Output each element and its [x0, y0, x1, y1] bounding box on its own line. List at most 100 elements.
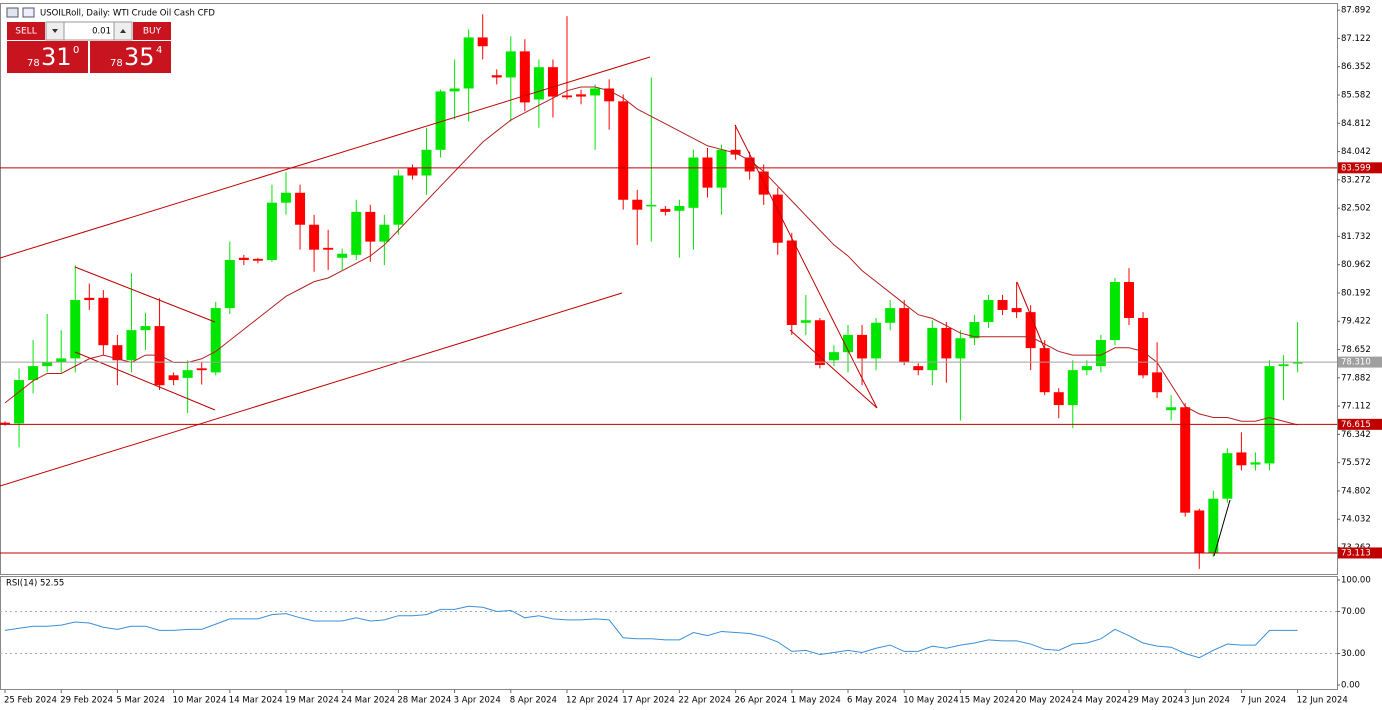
candle-body [56, 358, 67, 363]
trend-up [1213, 499, 1231, 557]
candle-body [927, 327, 938, 371]
x-tick-label: 28 Mar 2024 [397, 696, 451, 706]
candle-body [491, 75, 502, 78]
candle-body [590, 88, 601, 96]
candle-body [716, 149, 727, 188]
ask-box[interactable] [90, 41, 171, 73]
y-tick-label: 77.112 [1341, 402, 1371, 412]
candle-body [393, 175, 404, 225]
candle-body [309, 224, 320, 250]
candle-body [182, 370, 193, 378]
candle-body [379, 224, 390, 242]
rsi-title: RSI(14) 52.55 [6, 579, 64, 589]
y-tick-label: 84.042 [1341, 147, 1371, 157]
candle-body [1278, 364, 1289, 367]
y-tick-label: 100.00 [1341, 576, 1371, 586]
candle-body [505, 51, 516, 78]
bid-box[interactable] [7, 41, 88, 73]
candle-body [997, 300, 1008, 310]
y-tick-label: 85.582 [1341, 91, 1371, 101]
arrow-down [52, 29, 58, 33]
candle-body [1053, 392, 1064, 406]
candle-body [519, 51, 530, 103]
candle-body [14, 380, 25, 424]
trend-down [734, 124, 878, 409]
y-tick-label: 83.272 [1341, 175, 1371, 185]
candle-body [1236, 452, 1247, 466]
candle-body [28, 366, 39, 381]
y-tick-label: 77.882 [1341, 373, 1371, 383]
candle-body [1264, 366, 1275, 464]
candle-body [899, 308, 910, 363]
level-label-box [1338, 162, 1382, 174]
candle-body [1292, 362, 1303, 364]
candle-body [983, 300, 994, 323]
y-tick-label: 0.00 [1341, 681, 1360, 691]
moving-average [4, 86, 1298, 426]
y-tick-label: 80.192 [1341, 288, 1371, 298]
candle-body [70, 300, 81, 359]
sell-button[interactable] [7, 22, 45, 40]
x-tick-label: 15 May 2024 [959, 696, 1014, 706]
y-tick-label: 75.572 [1341, 458, 1371, 468]
candle-body [1095, 340, 1106, 367]
bid-pips: 31 [41, 43, 72, 71]
level-label: 76.615 [1341, 420, 1371, 430]
candle-body [421, 149, 432, 176]
candle-body [98, 297, 109, 346]
candle-body [84, 297, 95, 301]
x-tick-label: 24 May 2024 [1072, 696, 1127, 706]
candle-body [533, 67, 544, 100]
candle-body [702, 157, 713, 188]
candle-body [660, 208, 671, 212]
candle-body [1166, 407, 1177, 411]
level-label: 83.599 [1341, 163, 1371, 173]
candle-body [295, 192, 306, 225]
x-tick-label: 3 Jun 2024 [1184, 696, 1230, 706]
x-tick-label: 1 May 2024 [791, 696, 841, 706]
candle-body [337, 253, 348, 258]
y-tick-label: 30.00 [1341, 649, 1365, 659]
y-tick-label: 87.122 [1341, 34, 1371, 44]
candle-body [772, 194, 783, 243]
y-tick-label: 78.652 [1341, 345, 1371, 355]
lot-value: 0.01 [92, 27, 111, 37]
chart-title: USOILRoll, Daily: WTI Crude Oil Cash CFD [40, 9, 215, 19]
x-tick-label: 25 Feb 2024 [4, 696, 57, 706]
candle-body [871, 322, 882, 359]
candle-body [632, 199, 643, 210]
candle-body [140, 326, 151, 331]
candle-body [1081, 366, 1092, 371]
candle-body [800, 320, 811, 323]
candle-body [266, 202, 277, 260]
x-tick-label: 6 May 2024 [847, 696, 897, 706]
candle-body [126, 330, 137, 361]
trendlines [0, 56, 1046, 487]
y-tick-label: 74.032 [1341, 515, 1371, 525]
candle-body [1152, 372, 1163, 393]
candle-body [477, 37, 488, 47]
y-tick-label: 82.502 [1341, 204, 1371, 214]
x-tick-label: 20 May 2024 [1016, 696, 1071, 706]
candle-body [463, 37, 474, 89]
candle-body [1138, 318, 1149, 376]
y-tick-label: 70.00 [1341, 607, 1365, 617]
candle-body [449, 88, 460, 92]
ask-fraction: 4 [156, 45, 162, 56]
x-tick-label: 24 Mar 2024 [341, 696, 395, 706]
chart-icon [22, 7, 35, 18]
candle-body [1067, 370, 1078, 406]
x-tick-label: 3 Apr 2024 [454, 696, 501, 706]
candle-body [1011, 308, 1022, 313]
candle-body [843, 334, 853, 353]
plot-area [0, 14, 1303, 569]
buy-button[interactable] [133, 22, 171, 40]
x-tick-label: 12 Apr 2024 [566, 696, 619, 706]
candle-body [969, 322, 980, 339]
candle-body [1124, 282, 1134, 319]
candle-body [168, 375, 179, 381]
ask-pips: 35 [124, 43, 155, 71]
candle-body [1180, 407, 1191, 513]
